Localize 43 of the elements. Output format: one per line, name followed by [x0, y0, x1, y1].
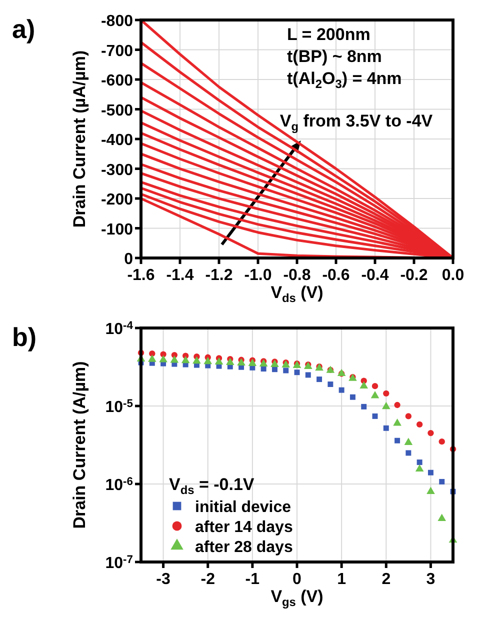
x-tick-label: -1: [245, 571, 260, 588]
legend-label: after 14 days: [195, 519, 293, 536]
x-axis-title: V$_{ds}$ (V): [270, 283, 324, 306]
y-tick-label: -700: [100, 42, 134, 60]
x-tick-label: 3: [426, 571, 436, 588]
y-tick-label: 0: [124, 251, 134, 268]
y-tick-label: 10$^{-4}$: [105, 320, 134, 338]
legend-label: initial device: [195, 499, 292, 516]
y-tick-label: -800: [100, 13, 134, 30]
x-tick-label: 0.0: [442, 267, 464, 284]
x-tick-label: 2: [382, 571, 391, 588]
x-tick-label: -1.4: [166, 267, 194, 284]
y-tick-label: -500: [100, 102, 134, 120]
y-axis-title: Drain Current (A/µm): [70, 361, 89, 529]
x-tick-label: -3: [156, 571, 170, 588]
y-axis-title: Drain Current (µA/µm): [70, 50, 89, 228]
chart-title: a): [12, 14, 36, 44]
x-tick-label: 1: [337, 571, 346, 588]
annotation: t(Al$_{2}$O$_{3}$) = 4nm: [287, 69, 402, 92]
x-tick-label: -1.6: [127, 267, 155, 284]
legend-title: V$_{ds}$ = -0.1V: [169, 475, 255, 498]
y-tick-label: -300: [100, 162, 134, 179]
y-tick-label: 10$^{-7}$: [105, 554, 133, 572]
x-tick-label: -0.8: [283, 267, 311, 284]
y-tick-label: 10$^{-6}$: [105, 476, 133, 494]
x-tick-label: 0: [292, 571, 302, 588]
x-tick-label: -0.6: [322, 267, 350, 284]
legend-label: after 28 days: [195, 539, 293, 556]
x-tick-label: -0.2: [400, 267, 428, 284]
x-tick-label: -1.2: [205, 267, 233, 284]
y-tick-label: -400: [100, 132, 134, 149]
annotation: L = 200nm: [287, 25, 370, 44]
y-tick-label: -200: [100, 192, 134, 208]
x-axis-title: V$_{gs}$ (V): [270, 587, 324, 610]
x-tick-label: -2: [200, 571, 216, 588]
annotation: t(BP) ~ 8nm: [287, 47, 382, 66]
chart-title: b): [12, 322, 37, 352]
annotation: V$_{g}$ from 3.5V to -4V: [280, 111, 434, 134]
y-tick-label: -100: [100, 221, 134, 238]
y-tick-label: -600: [100, 72, 134, 90]
x-tick-label: -1.0: [244, 267, 272, 284]
x-tick-label: -0.4: [361, 267, 389, 284]
y-tick-label: 10$^{-5}$: [105, 398, 133, 416]
